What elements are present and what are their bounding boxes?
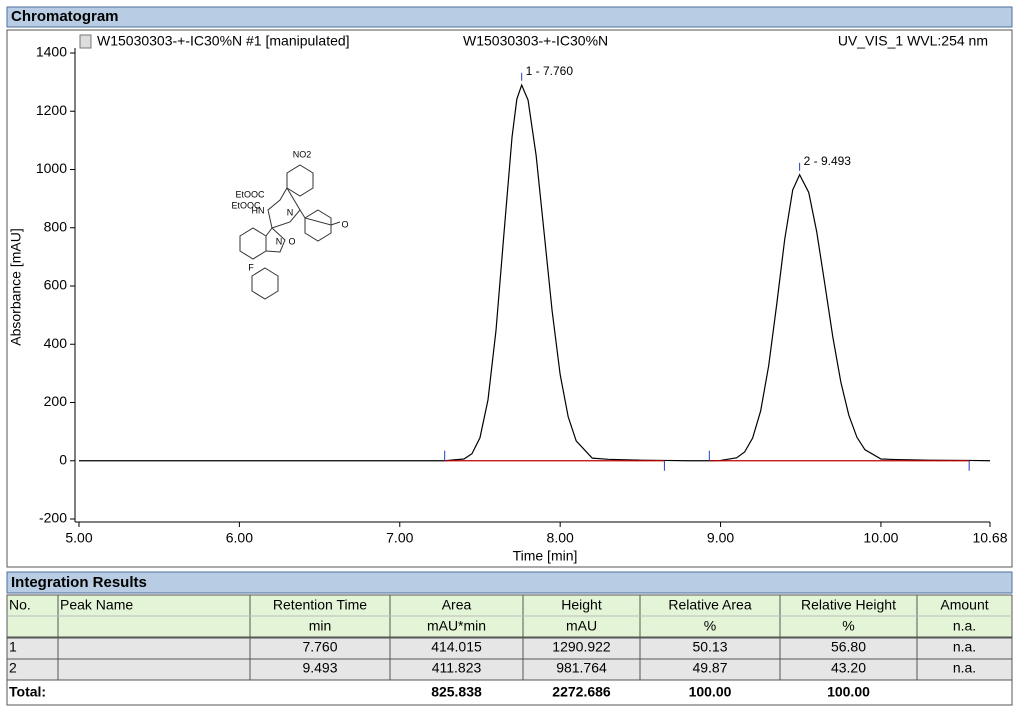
table-cell: mAU*min bbox=[427, 618, 486, 634]
y-tick-label: 0 bbox=[59, 451, 67, 467]
header-right: UV_VIS_1 WVL:254 nm bbox=[838, 33, 988, 49]
y-tick-label: 400 bbox=[44, 335, 68, 351]
structure-label: N bbox=[287, 207, 294, 217]
structure-label: O bbox=[341, 219, 348, 229]
table-cell: Peak Name bbox=[60, 597, 133, 613]
peak-label: 2 - 9.493 bbox=[804, 154, 852, 168]
table-cell: 2 bbox=[9, 660, 17, 676]
section-title: Chromatogram bbox=[11, 8, 119, 25]
table-cell: 49.87 bbox=[692, 660, 727, 676]
y-tick-label: 200 bbox=[44, 393, 68, 409]
structure-label: HN bbox=[252, 205, 265, 215]
y-tick-label: 800 bbox=[44, 218, 68, 234]
structure-label: NO2 bbox=[293, 149, 312, 159]
table-cell: 9.493 bbox=[302, 660, 337, 676]
table-cell: 56.80 bbox=[831, 639, 866, 655]
table-cell: 7.760 bbox=[302, 639, 337, 655]
y-tick-label: -200 bbox=[39, 510, 67, 526]
y-axis-label: Absorbance [mAU] bbox=[8, 228, 24, 346]
chart-frame bbox=[6, 29, 1013, 568]
table-cell: % bbox=[842, 618, 854, 634]
table-cell: Relative Area bbox=[668, 597, 751, 613]
table-cell: Retention Time bbox=[273, 597, 367, 613]
table-cell: n.a. bbox=[953, 660, 976, 676]
table-cell: Total: bbox=[9, 684, 46, 700]
peak-label: 1 - 7.760 bbox=[526, 64, 574, 78]
x-tick-label: 8.00 bbox=[547, 530, 574, 546]
table-cell: Height bbox=[561, 597, 602, 613]
x-axis-label: Time [min] bbox=[513, 548, 578, 564]
x-tick-label: 7.00 bbox=[386, 530, 413, 546]
table-cell: 1 bbox=[9, 639, 17, 655]
x-tick-label: 9.00 bbox=[707, 530, 734, 546]
structure-label: O bbox=[288, 236, 295, 246]
table-cell: 50.13 bbox=[692, 639, 727, 655]
table-cell: % bbox=[704, 618, 716, 634]
table-cell: min bbox=[309, 618, 332, 634]
structure-label: EtOOC bbox=[231, 200, 261, 210]
table-row bbox=[6, 679, 1013, 706]
table-cell: Amount bbox=[940, 597, 988, 613]
x-tick-label: 10.68 bbox=[972, 530, 1007, 546]
y-tick-label: 1200 bbox=[36, 102, 67, 118]
table-cell: 1290.922 bbox=[552, 639, 611, 655]
series-line bbox=[79, 83, 991, 462]
section-bar bbox=[6, 6, 1013, 28]
y-tick-label: 1400 bbox=[36, 44, 67, 60]
table-cell: n.a. bbox=[953, 618, 976, 634]
table-title: Integration Results bbox=[11, 574, 147, 591]
y-tick-label: 600 bbox=[44, 277, 68, 293]
table-cell: 414.015 bbox=[431, 639, 482, 655]
icon bbox=[79, 34, 92, 49]
structure-label: F bbox=[248, 262, 254, 272]
structure-label: N bbox=[276, 236, 283, 246]
table-cell: 100.00 bbox=[689, 684, 732, 700]
table-cell: 2272.686 bbox=[552, 684, 611, 700]
header-center: W15030303-+-IC30%N bbox=[463, 33, 608, 49]
table-cell: 43.20 bbox=[831, 660, 866, 676]
structure bbox=[239, 164, 341, 300]
table-cell: mAU bbox=[566, 618, 597, 634]
table-cell: 100.00 bbox=[827, 684, 870, 700]
table-cell: No. bbox=[9, 597, 31, 613]
table-cell: 981.764 bbox=[556, 660, 607, 676]
structure-label: EtOOC bbox=[235, 189, 265, 199]
table-cell: 825.838 bbox=[431, 684, 482, 700]
x-tick-label: 6.00 bbox=[226, 530, 253, 546]
table-cell: 411.823 bbox=[432, 660, 482, 676]
x-tick-label: 5.00 bbox=[65, 530, 92, 546]
x-tick-label: 10.00 bbox=[863, 530, 898, 546]
y-tick-label: 1000 bbox=[36, 160, 67, 176]
section-bar bbox=[6, 571, 1013, 594]
table-cell: Relative Height bbox=[801, 597, 896, 613]
table-cell: Area bbox=[442, 597, 472, 613]
table-cell: n.a. bbox=[953, 639, 976, 655]
header-left: W15030303-+-IC30%N #1 [manipulated] bbox=[97, 33, 350, 49]
